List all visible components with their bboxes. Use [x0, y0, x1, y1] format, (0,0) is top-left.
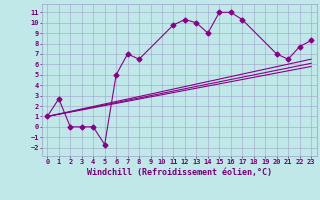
X-axis label: Windchill (Refroidissement éolien,°C): Windchill (Refroidissement éolien,°C) — [87, 168, 272, 177]
